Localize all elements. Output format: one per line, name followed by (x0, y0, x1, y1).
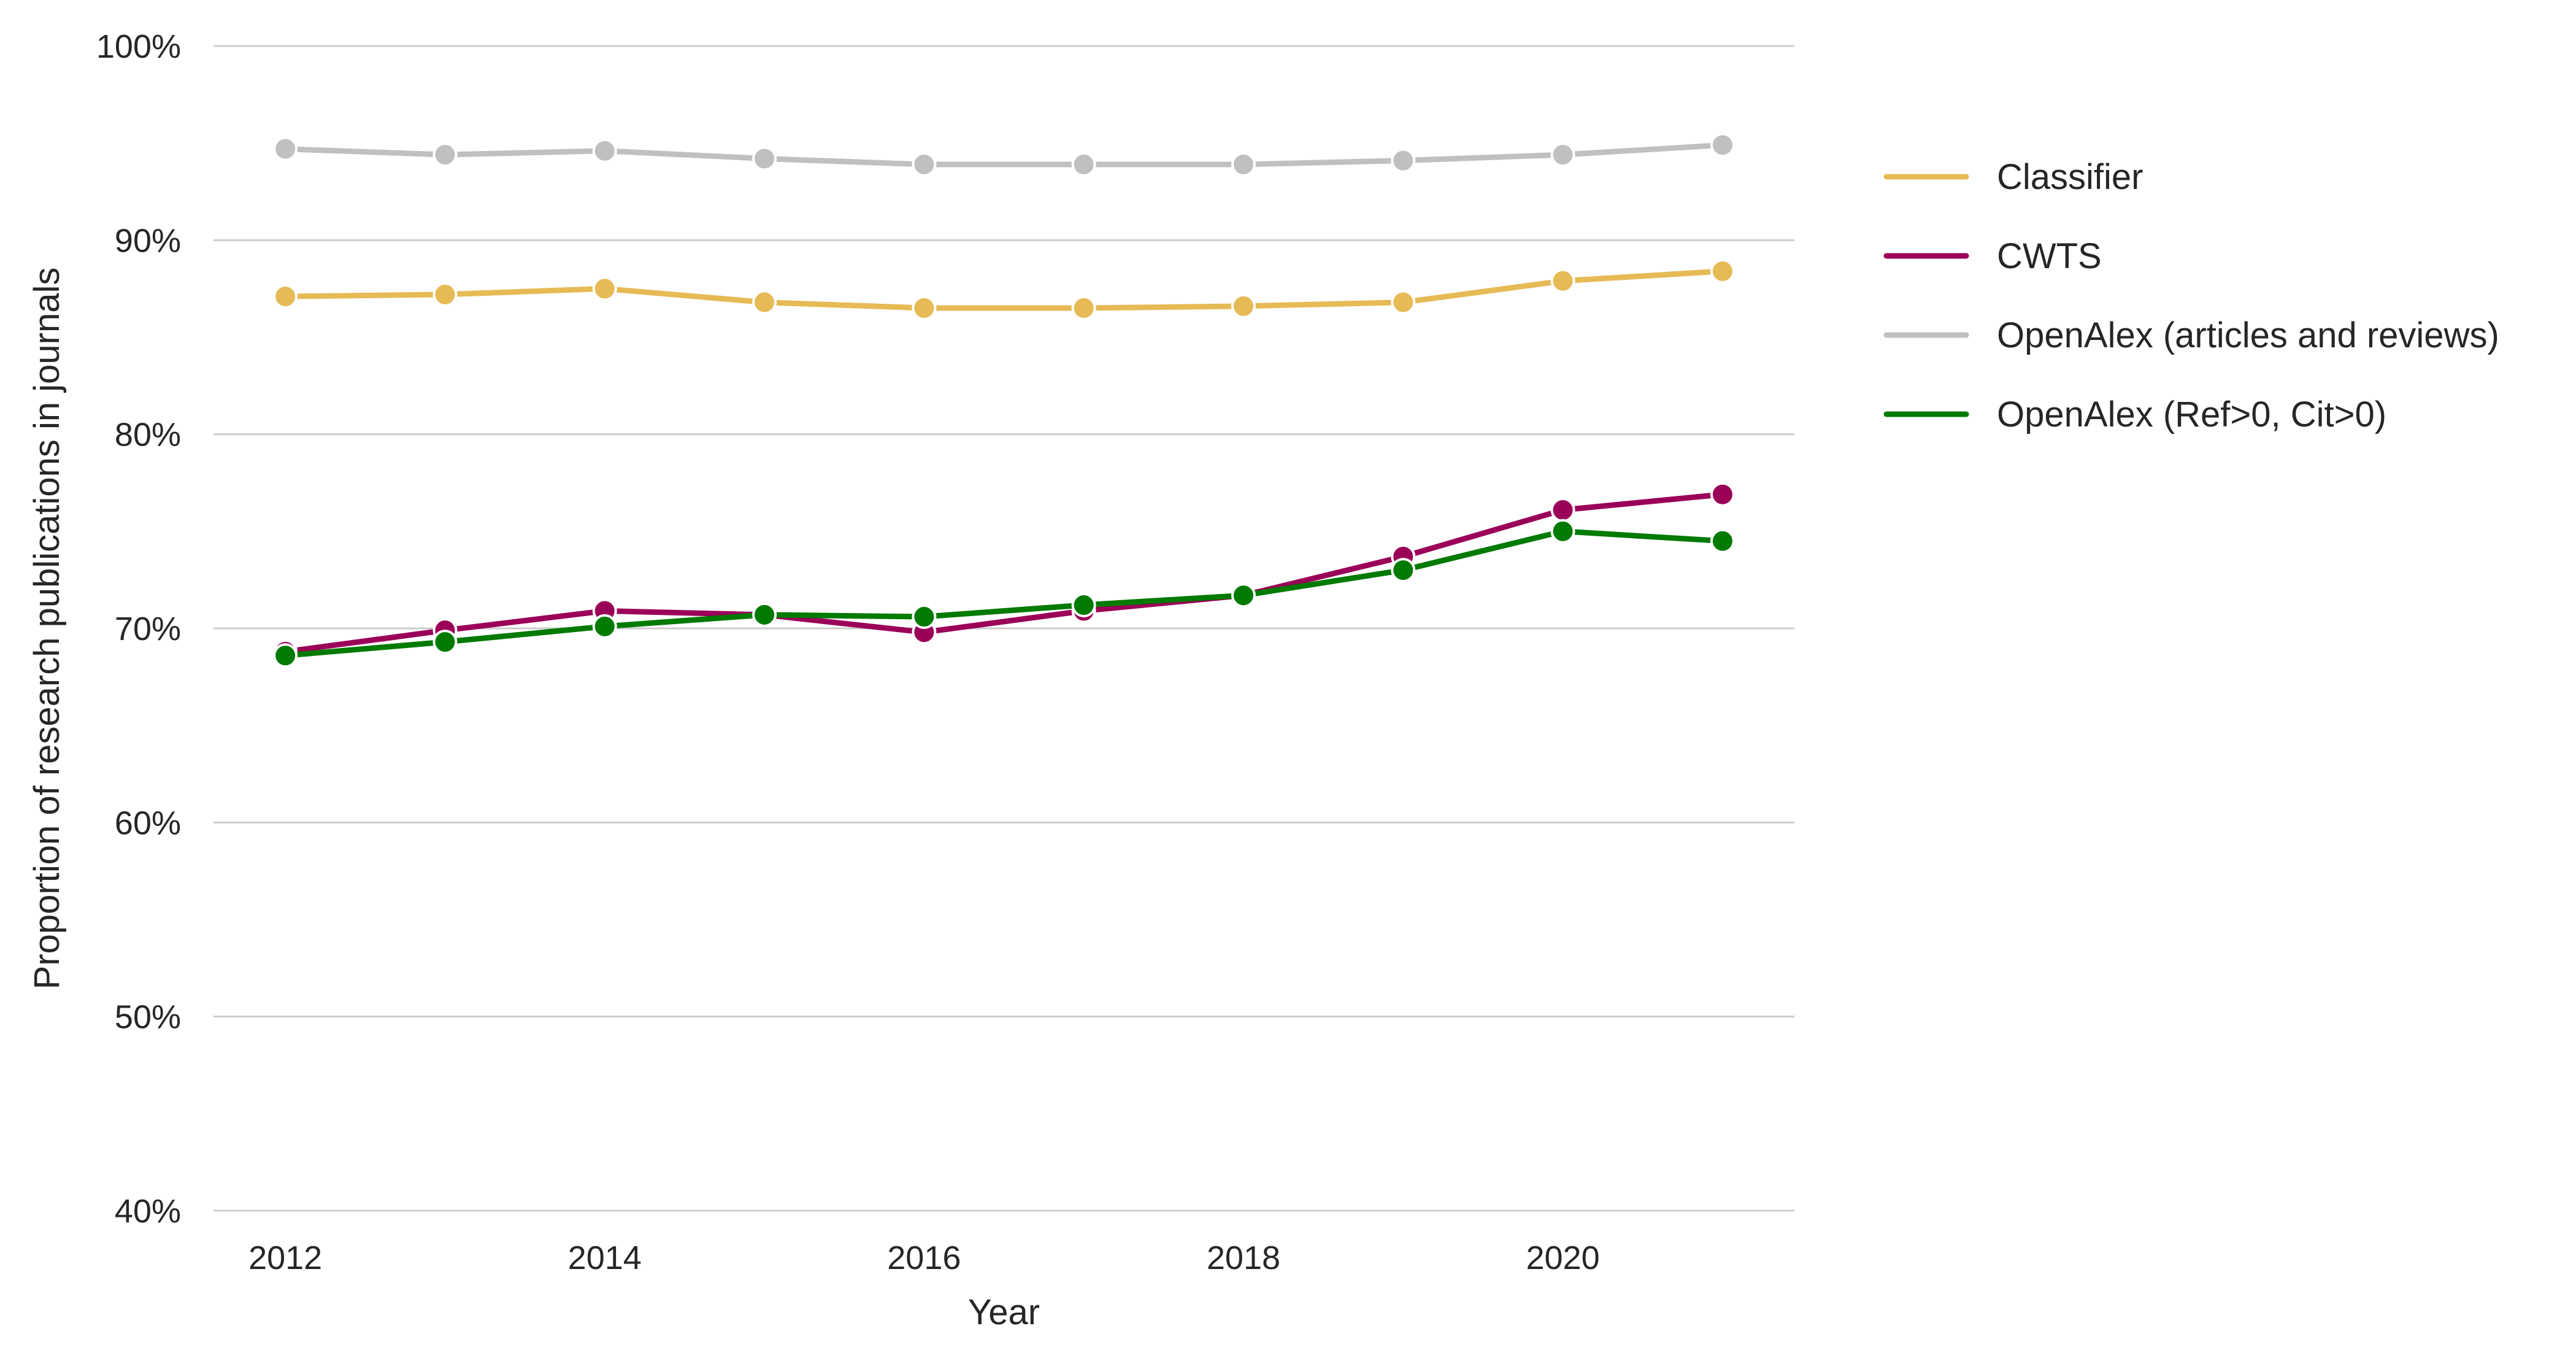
series-line (282, 528, 1726, 658)
data-point (273, 136, 298, 161)
data-point (592, 276, 617, 301)
x-tick-label: 2012 (248, 1240, 322, 1276)
data-point (1391, 290, 1416, 315)
data-point (1231, 152, 1256, 177)
x-tick-labels: 2012 2014 2016 2018 2020 (248, 1240, 1600, 1276)
series-3 (273, 519, 1735, 668)
data-point (1550, 142, 1575, 168)
y-tick-label: 90% (115, 222, 181, 259)
legend-entry: OpenAlex (articles and reviews) (1883, 315, 2499, 355)
series-line (282, 142, 1726, 168)
legend-label: CWTS (1997, 236, 2102, 276)
data-point (1710, 133, 1735, 158)
y-tick-label: 40% (115, 1193, 181, 1230)
x-tick-label: 2016 (887, 1240, 961, 1276)
series (273, 133, 1735, 668)
data-point (1710, 482, 1735, 507)
legend-entry: Classifier (1883, 157, 2143, 197)
series-line (282, 268, 1726, 311)
legend-entry: OpenAlex (Ref>0, Cit>0) (1883, 395, 2386, 434)
legend-label: OpenAlex (articles and reviews) (1997, 315, 2499, 355)
data-point (912, 296, 937, 321)
data-point (1550, 268, 1575, 293)
data-point (1550, 498, 1575, 523)
data-point (1391, 558, 1416, 583)
data-point (433, 282, 458, 307)
series-2 (273, 133, 1735, 177)
legend: Classifier CWTS OpenAlex (articles and rev… (1883, 157, 2499, 434)
data-point (592, 614, 617, 639)
data-point (433, 142, 458, 168)
data-point (273, 643, 298, 668)
data-point (1231, 293, 1256, 318)
data-point (1071, 152, 1096, 177)
y-tick-label: 70% (115, 611, 181, 647)
data-point (1710, 528, 1735, 554)
y-tick-label: 100% (96, 28, 181, 65)
data-point (433, 630, 458, 655)
data-point (1710, 258, 1735, 284)
data-point (592, 138, 617, 163)
x-tick-label: 2020 (1526, 1240, 1599, 1276)
legend-entry: CWTS (1883, 236, 2102, 276)
x-tick-label: 2018 (1207, 1240, 1280, 1276)
data-point (752, 290, 777, 315)
data-point (1550, 519, 1575, 544)
data-point (1391, 148, 1416, 173)
x-axis-title: Year (968, 1292, 1040, 1332)
data-point (1071, 593, 1096, 618)
legend-label: OpenAlex (Ref>0, Cit>0) (1997, 395, 2386, 434)
y-tick-label: 50% (115, 999, 181, 1036)
y-tick-labels: 40% 50% 60% 70% 80% 90% 100% (96, 28, 181, 1230)
data-point (273, 284, 298, 309)
data-point (752, 602, 777, 627)
y-tick-label: 60% (115, 804, 181, 841)
y-axis-title: Proportion of research publications in j… (27, 268, 67, 990)
x-tick-label: 2014 (568, 1240, 642, 1276)
data-point (1071, 296, 1096, 321)
series-line (282, 492, 1726, 655)
series-0 (273, 258, 1735, 321)
data-point (752, 146, 777, 171)
data-point (1231, 583, 1256, 608)
data-point (912, 604, 937, 630)
y-tick-label: 80% (115, 417, 181, 453)
legend-label: Classifier (1997, 157, 2143, 197)
data-point (912, 152, 937, 177)
